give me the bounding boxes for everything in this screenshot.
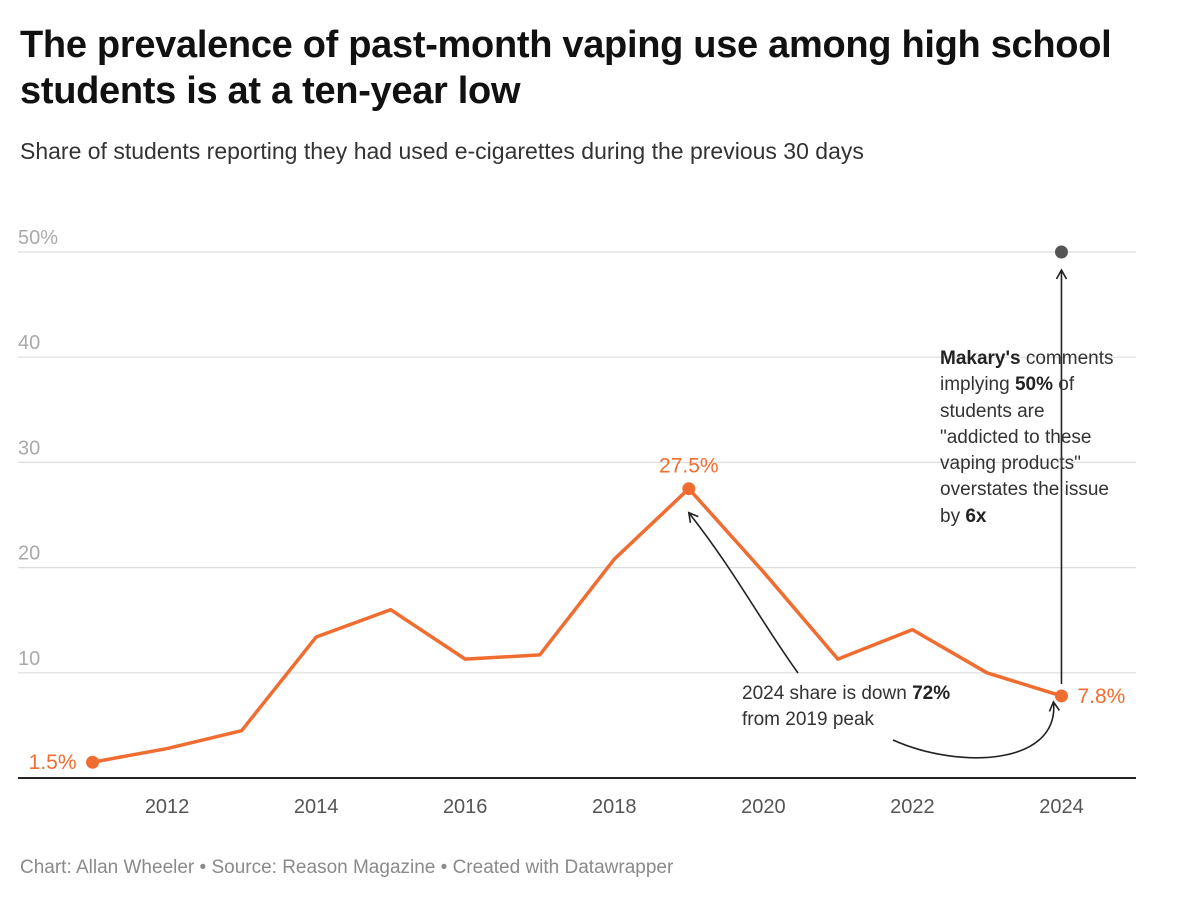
x-tick-label-2022: 2022 (890, 796, 935, 818)
annotation-text: from 2019 peak (742, 709, 875, 730)
decline-annotation: 2024 share is down 72% from 2019 peak (742, 681, 982, 733)
data-label-2024: 7.8% (1077, 685, 1125, 708)
chart-footer: Chart: Allan Wheeler • Source: Reason Ma… (20, 857, 674, 878)
annotation-text: 2024 share is down (742, 683, 913, 704)
annotation-text: comments implying (940, 348, 1114, 396)
x-tick-label-2012: 2012 (145, 796, 190, 818)
data-point-2011 (86, 755, 100, 769)
y-tick-label-50: 50% (18, 227, 58, 249)
chart-subtitle: Share of students reporting they had use… (20, 138, 864, 164)
arrow-to-2019-peak (687, 511, 799, 674)
chart-title: The prevalence of past-month vaping use … (20, 24, 1112, 112)
x-tick-label-2014: 2014 (294, 796, 339, 818)
x-tick-label-2018: 2018 (592, 796, 637, 818)
data-labels: 1.5% 27.5% 7.8% (29, 455, 1126, 775)
claim-point-2024 (1054, 245, 1068, 259)
series-line-vaping (90, 486, 1064, 764)
x-tick-label-2024: 2024 (1039, 796, 1084, 818)
y-tick-label-40: 40 (18, 332, 40, 354)
annotation-text: of students are "addicted to these vapin… (940, 374, 1109, 527)
gridlines (18, 251, 1136, 674)
data-label-2019: 27.5% (659, 455, 719, 478)
arrow-to-2024 (892, 700, 1061, 759)
data-label-2011: 1.5% (29, 751, 77, 774)
annotation-bold-claim: 50% (1014, 374, 1054, 396)
annotation-bold-name: Makary's (940, 348, 1021, 369)
y-tick-label-30: 30 (18, 437, 40, 459)
y-tick-label-10: 10 (18, 648, 40, 670)
data-points (86, 245, 1068, 769)
makary-claim-annotation: Makary's comments implying 50% of studen… (940, 346, 1120, 530)
annotation-bold-percent: 72% (912, 683, 951, 704)
annotation-arrows (687, 268, 1068, 759)
x-tick-label-2020: 2020 (741, 796, 786, 818)
series-layer (90, 486, 1064, 764)
x-tick-label-2016: 2016 (443, 796, 488, 818)
data-point-2019 (682, 482, 696, 496)
data-point-2024 (1054, 689, 1068, 703)
x-axis-tick-labels: 2012 2014 2016 2018 2020 2022 2024 (145, 796, 1084, 818)
annotation-bold-multiplier: 6x (965, 505, 987, 527)
y-tick-label-20: 20 (18, 543, 40, 565)
y-axis-tick-labels: 10 20 30 40 50% (18, 227, 58, 670)
